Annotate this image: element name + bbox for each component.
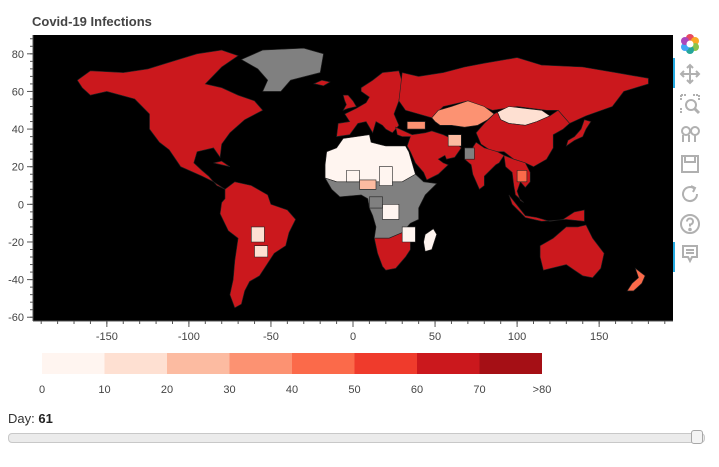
country-patch[interactable] — [254, 245, 269, 258]
x-tick-label: -50 — [263, 331, 279, 343]
x-tick-label: 100 — [508, 331, 526, 343]
colorbar-label: 0 — [39, 384, 45, 396]
region-uk[interactable] — [342, 94, 357, 111]
region-china[interactable] — [475, 109, 571, 168]
save-icon[interactable] — [678, 152, 702, 176]
region-south-africa[interactable] — [373, 232, 411, 271]
colorbar-label: 30 — [223, 384, 235, 396]
region-middle-east[interactable] — [395, 126, 462, 181]
x-tick-label: 150 — [590, 331, 608, 343]
country-patch[interactable] — [378, 166, 393, 186]
colorbar-label: 20 — [161, 384, 173, 396]
pan-icon[interactable] — [678, 62, 702, 86]
country-patch[interactable] — [447, 134, 462, 147]
y-tick-label: 20 — [12, 162, 24, 174]
colorbar-label: 50 — [348, 384, 360, 396]
country-patch[interactable] — [346, 170, 360, 183]
country-patch[interactable] — [382, 204, 400, 220]
y-tick-label: 40 — [12, 124, 24, 136]
day-value: 61 — [38, 411, 53, 426]
country-patch[interactable] — [359, 179, 377, 190]
x-tick-label: -150 — [96, 331, 118, 343]
region-australia[interactable] — [539, 224, 605, 279]
day-slider[interactable] — [8, 430, 705, 444]
x-tick-label: -100 — [178, 331, 200, 343]
y-tick-label: -20 — [8, 237, 24, 249]
help-icon[interactable] — [678, 212, 702, 236]
colorbar-swatch — [104, 353, 167, 374]
country-patch[interactable] — [369, 196, 383, 209]
region-kazakhstan[interactable] — [431, 100, 495, 128]
colorbar-label: 40 — [286, 384, 298, 396]
colorbar-swatch — [354, 353, 417, 374]
region-south-america[interactable] — [219, 181, 296, 309]
region-japan[interactable] — [565, 119, 592, 147]
country-patch[interactable] — [406, 121, 426, 130]
colorbar-swatch — [229, 353, 292, 374]
colorbar-swatch — [417, 353, 480, 374]
region-indonesia[interactable] — [508, 194, 585, 222]
colorbar-label: >80 — [533, 384, 552, 396]
colorbar-swatch — [42, 353, 105, 374]
colorbar-swatch — [292, 353, 355, 374]
day-label: Day: — [8, 411, 35, 426]
reset-icon[interactable] — [678, 182, 702, 206]
day-readout: Day: 61 — [8, 411, 53, 426]
chart-title: Covid-19 Infections — [32, 14, 152, 29]
region-greenland[interactable] — [240, 47, 324, 92]
y-tick-label: -40 — [8, 275, 24, 287]
slider-track[interactable] — [8, 433, 705, 443]
country-patch[interactable] — [251, 226, 265, 243]
region-russia[interactable] — [398, 57, 649, 124]
box-zoom-icon[interactable] — [678, 92, 702, 116]
region-new-zealand[interactable] — [626, 267, 646, 292]
plot-toolbar — [673, 30, 704, 272]
x-tick-label: 0 — [350, 331, 356, 343]
colorbar-label: 60 — [411, 384, 423, 396]
y-tick-label: -60 — [8, 312, 24, 324]
bokeh-logo-icon[interactable] — [678, 32, 702, 56]
y-tick-label: 0 — [18, 199, 24, 211]
region-madagascar[interactable] — [423, 228, 438, 252]
slider-handle[interactable] — [691, 430, 703, 444]
region-iceland[interactable] — [313, 79, 331, 87]
region-north-america[interactable] — [76, 49, 264, 190]
wheel-zoom-icon[interactable] — [678, 122, 702, 146]
y-tick-label: 60 — [12, 86, 24, 98]
region-cuba[interactable] — [213, 160, 231, 167]
colorbar-swatch — [479, 353, 542, 374]
country-patch[interactable] — [516, 170, 528, 183]
hover-icon[interactable] — [678, 242, 702, 266]
colorbar-swatch — [167, 353, 230, 374]
country-patch[interactable] — [401, 226, 416, 243]
y-tick-label: 80 — [12, 49, 24, 61]
colorbar-label: 70 — [473, 384, 485, 396]
country-patch[interactable] — [464, 147, 475, 160]
x-tick-label: 50 — [429, 331, 441, 343]
colorbar-label: 10 — [98, 384, 110, 396]
